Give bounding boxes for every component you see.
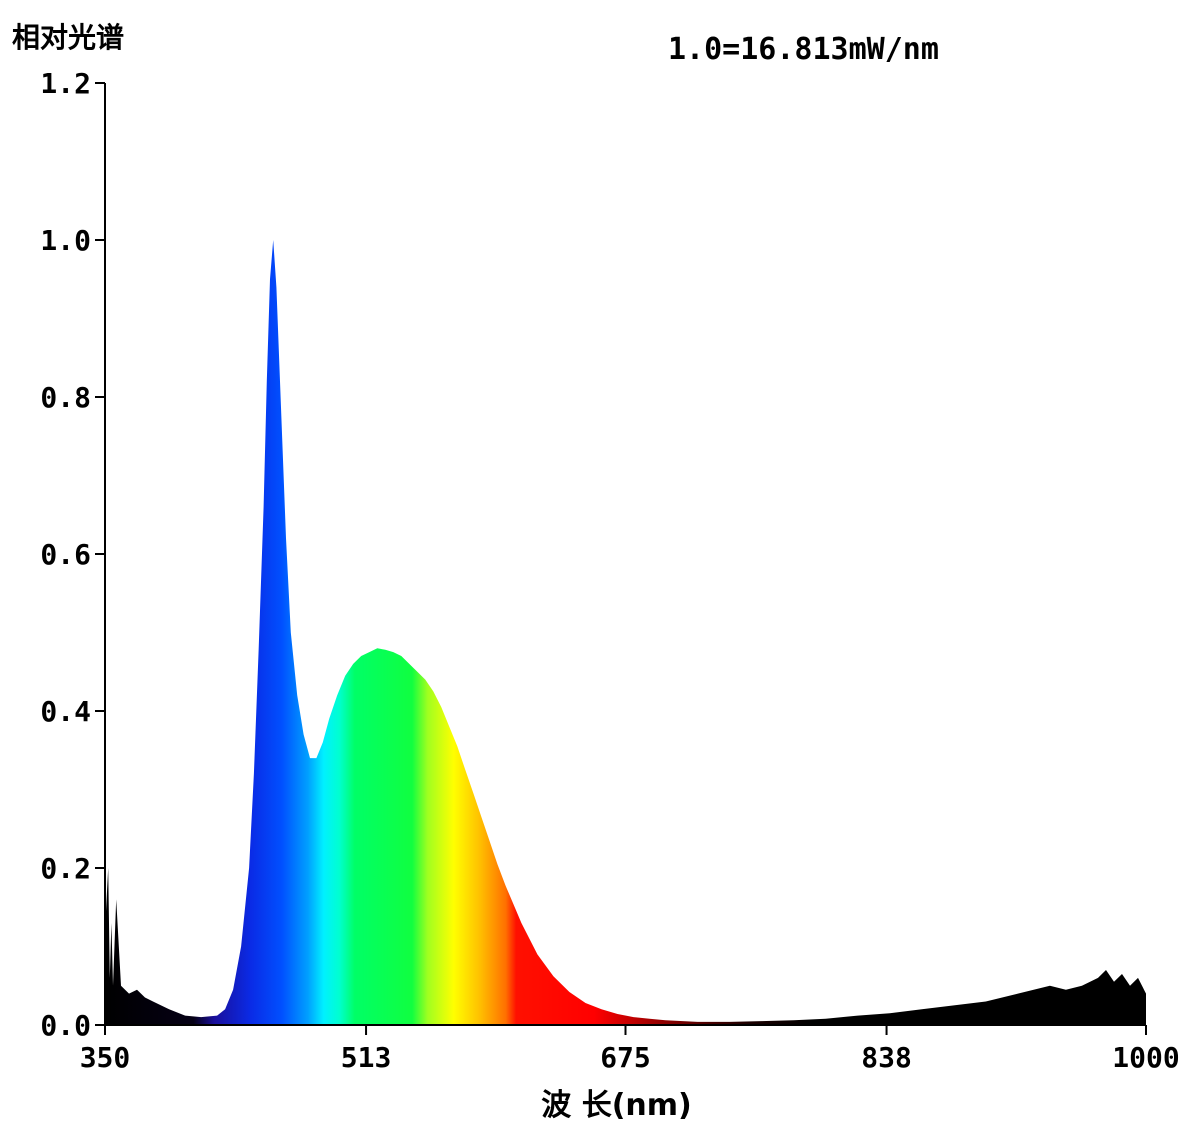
x-tick-label: 513 [341,1041,392,1074]
y-tick-label: 1.0 [40,224,91,257]
x-tick-label: 350 [80,1041,131,1074]
y-axis-title: 相对光谱 [12,21,125,54]
y-tick-label: 0.4 [40,695,91,728]
y-tick-label: 0.8 [40,381,91,414]
y-tick-label: 0.0 [40,1009,91,1042]
x-tick-label: 838 [861,1041,912,1074]
scale-note: 1.0=16.813mW/nm [668,32,939,67]
spectrum-area [105,240,1146,1025]
x-tick-label: 675 [600,1041,651,1074]
y-tick-label: 0.2 [40,852,91,885]
y-tick-label: 1.2 [40,67,91,100]
x-tick-label: 1000 [1112,1041,1179,1074]
plot-area [105,240,1146,1025]
axes: 0.0 0.2 0.4 0.6 0.8 1.0 1.2 350 513 675 838 1000 [40,67,1179,1074]
y-tick-label: 0.6 [40,538,91,571]
x-axis-title: 波 长(nm) [541,1088,692,1123]
